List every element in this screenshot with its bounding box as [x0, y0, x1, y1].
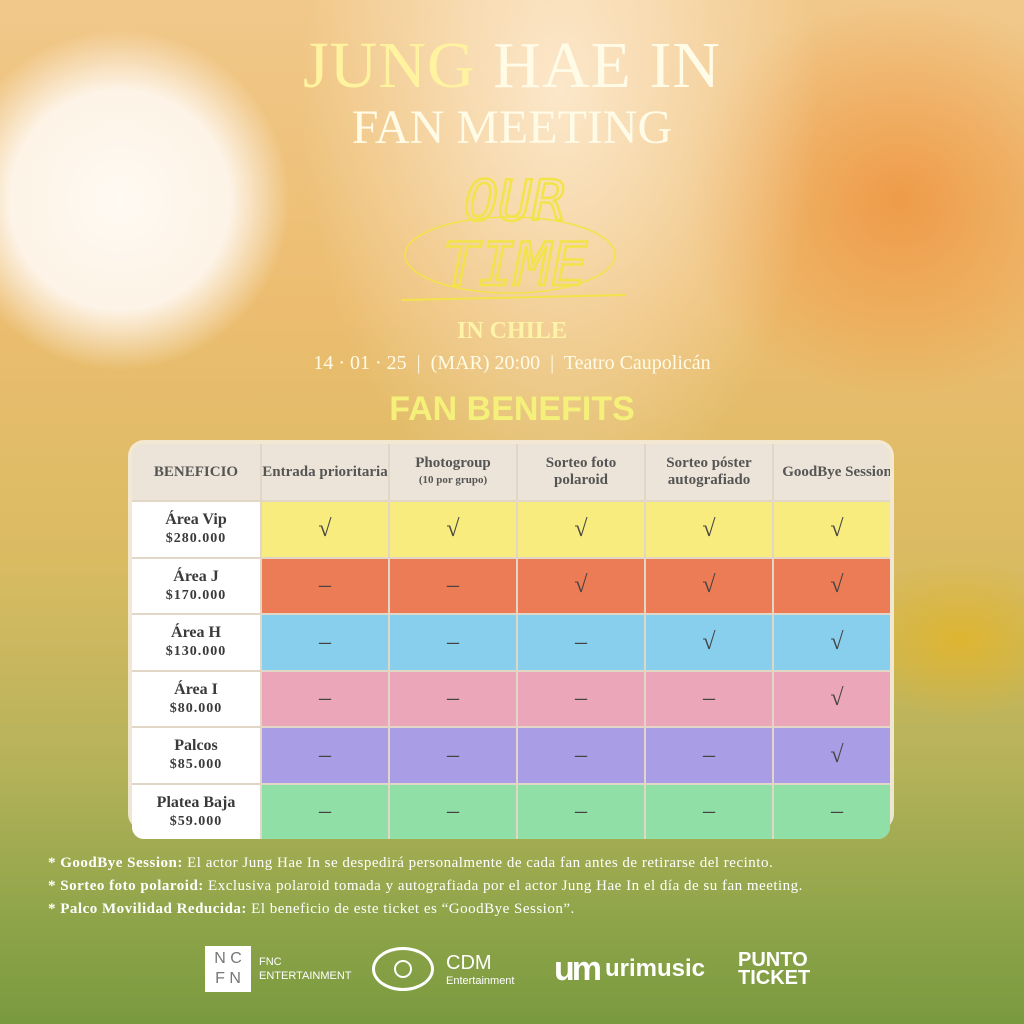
dash-icon: – — [646, 784, 772, 839]
check-icon: √ — [646, 558, 772, 613]
dash-icon: – — [262, 558, 388, 613]
row-label: Área Vip $280.000 — [132, 502, 260, 557]
dash-icon: – — [262, 615, 388, 670]
puntoticket-logo: PUNTO TICKET — [738, 949, 811, 989]
svg-text:OUR: OUR — [464, 169, 565, 234]
check-icon: √ — [774, 728, 890, 783]
column-header: GoodBye Session — [774, 444, 890, 500]
event-subtitle: FAN MEETING — [351, 101, 673, 154]
row-label: Palcos $85.000 — [132, 728, 260, 783]
artist-name: JUNG HAE IN — [303, 29, 721, 102]
header-beneficio: BENEFICIO — [132, 444, 260, 500]
check-icon: √ — [518, 502, 644, 557]
row-label: Área J $170.000 — [132, 558, 260, 613]
event-details: 14 · 01 · 25 | (MAR) 20:00 | Teatro Caup… — [313, 352, 711, 374]
svg-text:TIME: TIME — [443, 230, 588, 300]
row-label: Platea Baja $59.000 — [132, 784, 260, 839]
dash-icon: – — [518, 615, 644, 670]
dash-icon: – — [262, 784, 388, 839]
dash-icon: – — [262, 728, 388, 783]
footnote: * Palco Movilidad Reducida: El beneficio… — [48, 901, 575, 917]
dash-icon: – — [390, 558, 516, 613]
dash-icon: – — [518, 671, 644, 726]
dash-icon: – — [518, 728, 644, 783]
dash-icon: – — [774, 784, 890, 839]
urimusic-logo: um urimusic — [554, 949, 706, 988]
column-header: Entrada prioritaria — [262, 444, 388, 500]
check-icon: √ — [774, 558, 890, 613]
benefits-table: BENEFICIO Entrada prioritaria Photogroup (1… — [128, 440, 894, 839]
dash-icon: – — [390, 728, 516, 783]
dash-icon: – — [390, 671, 516, 726]
cdm-logo: CDM Entertainment — [372, 944, 514, 994]
footnote: * Sorteo foto polaroid: Exclusiva polaro… — [48, 878, 803, 894]
footnote: * GoodBye Session: El actor Jung Hae In … — [48, 855, 774, 871]
dash-icon: – — [646, 671, 772, 726]
dash-icon: – — [518, 784, 644, 839]
check-icon: √ — [390, 502, 516, 557]
cdm-icon — [372, 947, 434, 991]
check-icon: √ — [774, 615, 890, 670]
row-label: Área H $130.000 — [132, 615, 260, 670]
dash-icon: – — [262, 671, 388, 726]
column-header: Sorteo póster autografiado — [646, 444, 772, 500]
row-label: Área I $80.000 — [132, 671, 260, 726]
check-icon: √ — [262, 502, 388, 557]
column-header: Sorteo foto polaroid — [518, 444, 644, 500]
dash-icon: – — [390, 615, 516, 670]
section-title: FAN BENEFITS — [389, 390, 635, 428]
check-icon: √ — [774, 671, 890, 726]
check-icon: √ — [646, 615, 772, 670]
check-icon: √ — [518, 558, 644, 613]
column-header: Photogroup (10 por grupo) — [390, 444, 516, 500]
check-icon: √ — [646, 502, 772, 557]
footnotes: * GoodBye Session: El actor Jung Hae In … — [48, 852, 803, 921]
dash-icon: – — [390, 784, 516, 839]
our-time-logo: OUR TIME — [401, 168, 626, 301]
dash-icon: – — [646, 728, 772, 783]
check-icon: √ — [774, 502, 890, 557]
location: IN CHILE — [456, 318, 568, 344]
